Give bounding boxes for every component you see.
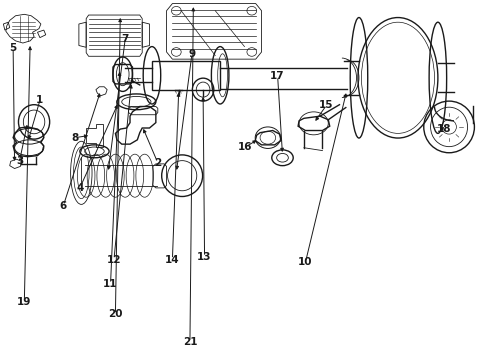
- Text: 14: 14: [165, 255, 180, 265]
- Text: 2: 2: [154, 158, 161, 168]
- Text: 12: 12: [106, 255, 121, 265]
- Text: 18: 18: [436, 124, 450, 134]
- Text: 19: 19: [17, 297, 31, 307]
- Text: 3: 3: [16, 156, 23, 166]
- Text: 6: 6: [60, 201, 67, 211]
- Text: 13: 13: [197, 252, 211, 262]
- Text: 8: 8: [71, 133, 79, 143]
- Text: 7: 7: [121, 35, 128, 44]
- Text: 9: 9: [188, 49, 195, 59]
- Text: 21: 21: [183, 337, 197, 347]
- Text: 5: 5: [9, 43, 17, 53]
- Text: 15: 15: [319, 100, 333, 111]
- Text: 20: 20: [108, 310, 122, 319]
- Text: 1: 1: [36, 95, 43, 105]
- Text: 17: 17: [270, 71, 285, 81]
- Text: 11: 11: [103, 279, 118, 289]
- Text: 4: 4: [76, 183, 83, 193]
- Text: 10: 10: [298, 257, 312, 267]
- Text: 16: 16: [238, 142, 252, 152]
